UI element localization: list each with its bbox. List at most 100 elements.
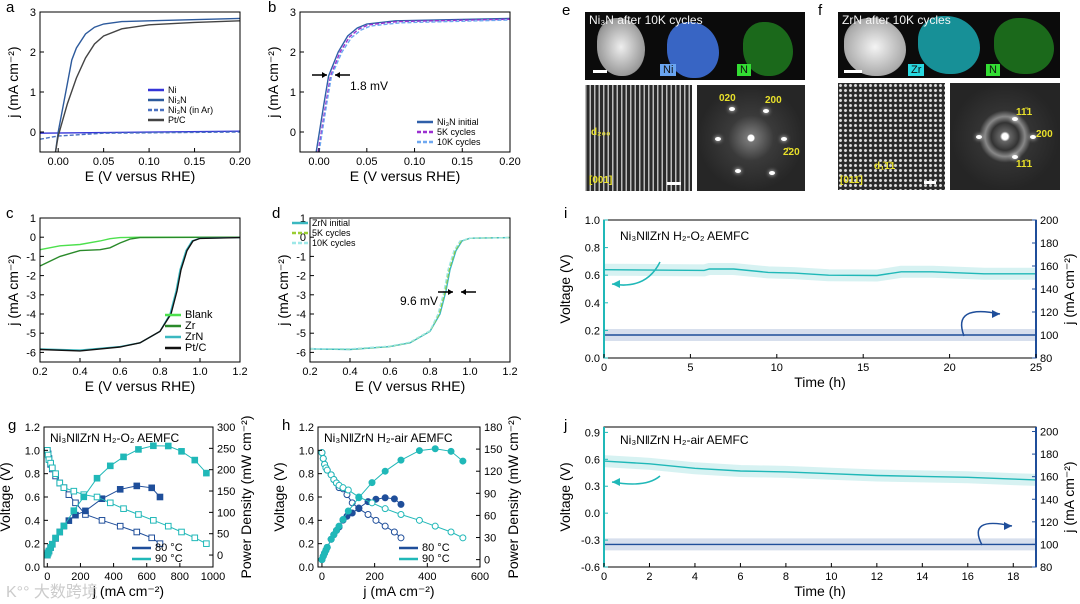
x-tick-label: 0: [44, 571, 50, 583]
panel-label: d: [272, 205, 280, 222]
x-tick-label: 18: [1007, 571, 1019, 583]
series-line-2: [39, 131, 241, 140]
data-point: [323, 466, 331, 474]
series-line-2: [39, 236, 241, 351]
data-point: [135, 511, 142, 518]
chart-title: Ni₃NǁZrN H₂-O₂ AEMFC: [50, 431, 179, 445]
x-tick-label: 1.0: [462, 366, 477, 378]
data-point: [390, 495, 398, 503]
legend-label: ZrN initial: [312, 218, 350, 228]
y-axis-label: Voltage (V): [557, 462, 573, 531]
y2-tick-label: 180: [1040, 449, 1058, 461]
data-point: [133, 528, 141, 536]
y2-tick-label: 160: [1040, 261, 1058, 273]
series-line-0: [39, 236, 240, 251]
data-point: [459, 534, 467, 542]
legend-label: 5K cycles: [312, 228, 351, 238]
x-tick-label: 0.20: [499, 156, 520, 168]
y2-tick-label: 50: [217, 529, 229, 541]
x-axis-label: j (mA cm⁻²): [92, 583, 164, 599]
panel-label: j: [563, 417, 567, 434]
data-point: [344, 486, 352, 494]
legend-label: Blank: [185, 309, 213, 321]
data-point: [397, 500, 405, 508]
arrow-head: [335, 72, 340, 78]
data-point: [364, 511, 372, 518]
watermark: K°° 大数跨境: [6, 584, 98, 601]
legend-label: Ni: [168, 85, 177, 95]
legend-label: 5K cycles: [437, 127, 476, 137]
data-point: [390, 528, 398, 536]
y2-axis-label: j (mA cm⁻²): [1061, 461, 1077, 533]
legend-label: 90 °C: [155, 553, 183, 565]
x-tick-label: 0.15: [452, 156, 473, 168]
data-point: [48, 540, 56, 548]
plot-frame: [309, 217, 511, 363]
y2-tick-label: 100: [1040, 330, 1058, 342]
x-tick-label: 400: [104, 571, 122, 583]
fft-index-label: 2̄20: [783, 147, 800, 158]
micrograph-title: Ni₃N after 10K cycles: [589, 13, 703, 27]
x-axis-label: Time (h): [794, 583, 846, 599]
potential-shift-label: 9.6 mV: [400, 294, 438, 308]
y-tick-label: 1.0: [299, 445, 314, 457]
y-tick-label: 2: [290, 47, 296, 59]
y-tick-label: 1: [30, 213, 36, 225]
panel-label: a: [6, 0, 15, 16]
y-tick-label: 3: [30, 7, 36, 19]
series-line-1: [39, 236, 241, 267]
data-point: [106, 462, 114, 470]
y-tick-label: -3: [26, 290, 36, 302]
y2-tick-label: 100: [217, 507, 235, 519]
d-spacing-label: d₁̄1̄1: [874, 161, 896, 172]
scale-bar: [667, 182, 681, 185]
x-tick-label: 5: [687, 362, 693, 374]
y-tick-label: -1: [26, 251, 36, 263]
data-point: [148, 484, 155, 492]
y2-tick-label: 160: [1040, 472, 1058, 484]
data-point: [106, 499, 114, 507]
chart-panel-c: 0.2 0.4 0.6 0.8 1.0 1.2 -6 -5 -4 -3 -2 -1 0 1 E (V ver…: [5, 205, 248, 394]
eds-map-strip-e: Ni₃N after 10K cycles Ni N: [585, 12, 805, 80]
series-line-1: [54, 17, 241, 153]
data-point: [415, 516, 423, 524]
plot-frame: [39, 11, 241, 153]
series-line-0: [39, 130, 241, 134]
series-line-3: [46, 445, 207, 556]
chart-panel-g: 0 200 400 600 800 1000 0.0 0.2 0.4 0.6 0.8 1.0 1.2 0 5…: [0, 416, 254, 599]
y-tick-label: 0.0: [585, 508, 600, 520]
panel-label-f: f: [818, 2, 823, 19]
data-point: [368, 499, 376, 507]
series-line-2: [309, 236, 511, 350]
x-tick-label: 1.0: [192, 366, 207, 378]
x-tick-label: 600: [138, 571, 156, 583]
y-tick-label: -4: [26, 309, 36, 321]
x-tick-label: 200: [365, 571, 383, 583]
data-point: [70, 487, 78, 495]
data-point: [381, 522, 389, 530]
map-label-zr: Zr: [908, 64, 925, 76]
x-tick-label: 25: [1030, 362, 1042, 374]
data-point: [56, 528, 64, 536]
x-axis-label: E (V versus RHE): [85, 378, 195, 394]
legend-label: 80 °C: [155, 542, 183, 554]
y-tick-label: 0.6: [585, 270, 600, 282]
y-tick-label: 0.2: [585, 325, 600, 337]
y-tick-label: 0.8: [25, 469, 40, 481]
x-tick-label: 0.05: [356, 156, 377, 168]
x-tick-label: 0.4: [342, 366, 357, 378]
data-point: [431, 522, 439, 530]
y-tick-label: 0.4: [585, 298, 600, 310]
map-label-n: N: [737, 64, 751, 76]
hrtem-image-f: d₁̄1̄1 [011̄]: [838, 83, 945, 190]
series-line-0: [315, 17, 511, 153]
scale-bar: [844, 70, 862, 73]
data-point: [203, 469, 210, 477]
series-line-0: [603, 268, 1036, 277]
y2-tick-label: 150: [217, 486, 235, 498]
hrtem-image-e: d₂₀₀ [001]: [585, 85, 692, 191]
y-tick-label: -6: [296, 347, 306, 359]
arrow-head: [322, 72, 327, 78]
zone-axis-label: [001]: [589, 175, 613, 186]
data-point: [116, 486, 124, 493]
